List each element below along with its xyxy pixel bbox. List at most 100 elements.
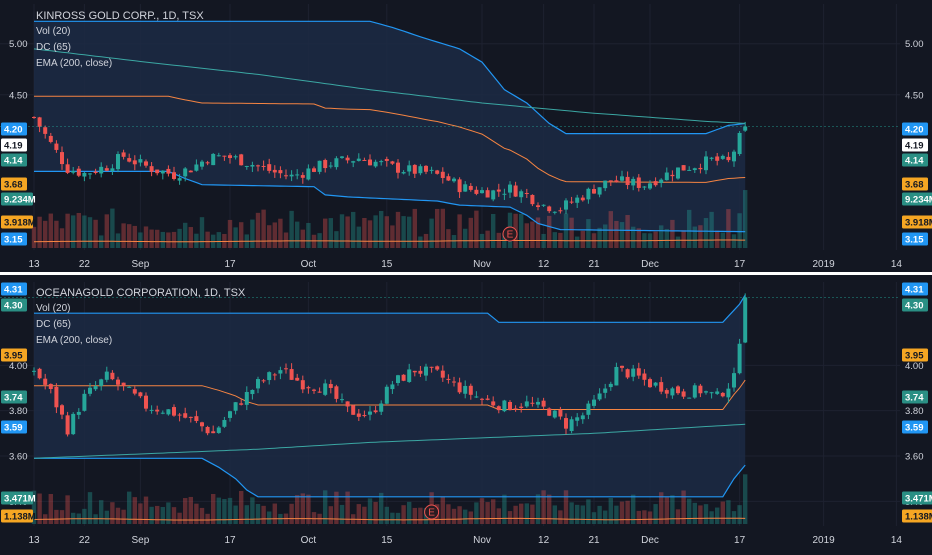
panel-separator[interactable] [0, 272, 932, 275]
top-volume-bar [418, 236, 423, 248]
bottom-volume-bar [530, 504, 535, 524]
top-candle-body [99, 166, 104, 174]
bottom-y-tick-left: 4.00 [9, 361, 28, 372]
top-volume-bar [390, 225, 395, 248]
bottom-legend-dc[interactable]: DC (65) [36, 319, 72, 330]
top-candle-body [228, 155, 232, 159]
top-volume-bar [339, 214, 345, 248]
top-candle-body [328, 165, 333, 167]
bottom-candle-body [435, 366, 440, 370]
bottom-volume-bar [199, 507, 205, 524]
top-earnings-marker[interactable]: E [502, 226, 518, 242]
top-candle-body [407, 165, 412, 172]
top-badge-text: 3.15 [905, 235, 924, 246]
top-candle-body [188, 170, 193, 173]
top-volume-bar [82, 215, 87, 248]
bottom-legend-vol[interactable]: Vol (20) [36, 303, 71, 314]
bottom-candle-body [172, 407, 176, 416]
bottom-candle-body [261, 380, 266, 382]
top-volume-bar [519, 213, 524, 248]
bottom-badge-text: 1.138M [905, 512, 932, 523]
bottom-volume-bar [451, 508, 457, 524]
top-candle-body [155, 169, 160, 174]
bottom-candle-body [289, 369, 294, 380]
top-volume-bar [687, 209, 692, 248]
bottom-volume-bar [155, 505, 160, 524]
bottom-badge-bg [1, 390, 27, 404]
bottom-candle-body [592, 399, 596, 406]
bottom-volume-bar [608, 498, 613, 524]
top-candle-body [547, 206, 552, 212]
top-volume-bar [43, 220, 48, 248]
bottom-badge-text: 3.74 [4, 393, 23, 404]
top-volume-bar [149, 229, 154, 248]
top-legend-vol[interactable]: Vol (20) [36, 26, 71, 37]
top-candle-body [48, 135, 53, 142]
top-candle-body [737, 132, 742, 155]
bottom-ema-line [33, 423, 746, 459]
bottom-candle-body [536, 401, 540, 405]
top-candle-body [65, 164, 70, 173]
bottom-volume-bar [323, 490, 328, 524]
top-y-tick-left: 4.50 [9, 90, 28, 101]
top-volume-bar [250, 219, 255, 248]
bottom-candle-body [440, 370, 445, 378]
bottom-volume-bar [463, 509, 468, 524]
top-volume-bar [177, 228, 182, 248]
top-candle-body [177, 178, 182, 181]
bottom-candle-body [597, 393, 602, 400]
bottom-volume-bar [367, 498, 373, 524]
bottom-donchian-fill [34, 295, 746, 497]
bottom-volume-bar [647, 511, 653, 524]
bottom-volume-bar [267, 511, 272, 524]
bottom-volume-bar [311, 512, 317, 524]
bottom-badge-bg [902, 282, 928, 296]
top-candle-body [457, 179, 462, 193]
top-volume-bar [659, 225, 664, 248]
bottom-volume-bar [479, 498, 485, 524]
bottom-panel[interactable]: E4.004.003.803.803.603.603.403.401322Sep… [0, 282, 932, 546]
bottom-volume-bar [82, 508, 87, 524]
top-y-tick-right: 4.50 [905, 90, 924, 101]
top-candle-body [267, 164, 272, 171]
top-legend-ema[interactable]: EMA (200, close) [36, 58, 113, 69]
top-panel[interactable]: E 5.00 5.00 4.50 4.50 13 22 Sep 17 Oct 15 Nov 12 21 De… [0, 4, 932, 270]
bottom-candle-body [183, 413, 188, 418]
bottom-volume-bar [692, 502, 697, 524]
bottom-x-tick-label: 14 [891, 535, 903, 546]
bottom-earnings-marker[interactable]: E [424, 504, 440, 520]
top-volume-bar [48, 213, 53, 248]
top-volume-bar [127, 224, 132, 248]
bottom-price-badge-right: 1.138M [902, 509, 932, 523]
bottom-x-tick-label: 22 [79, 535, 91, 546]
bottom-volume-bar [502, 494, 507, 524]
top-legend-dc[interactable]: DC (65) [36, 42, 72, 53]
bottom-volume-bar [121, 509, 126, 524]
top-candle-body [485, 190, 490, 198]
bottom-volume-bar [104, 510, 109, 524]
bottom-volume-bar [205, 513, 210, 524]
bottom-price-badge-left: 3.74 [1, 390, 27, 404]
top-price-badge-right: 4.19 [902, 138, 928, 152]
bottom-volume-bar [356, 504, 361, 524]
top-candle-body [648, 183, 652, 189]
bottom-earnings-circle [424, 504, 440, 520]
top-candle-body [160, 170, 165, 174]
bottom-candle-body [267, 372, 272, 381]
top-candle-body [250, 164, 255, 167]
bottom-badge-text: 3.74 [905, 393, 924, 404]
bottom-volume-bar [715, 507, 720, 524]
bottom-volume-bar [558, 510, 563, 524]
bottom-legend-ema[interactable]: EMA (200, close) [36, 335, 113, 346]
top-volume-bar [440, 208, 445, 248]
bottom-volume-bar [563, 490, 569, 524]
top-candle-body [653, 181, 658, 186]
top-badge-bg [1, 138, 27, 152]
bottom-candle-body [396, 375, 400, 384]
bottom-candle-body [93, 386, 98, 390]
top-candles [32, 116, 748, 215]
top-candle-body [401, 172, 406, 174]
top-volume-bar [681, 230, 686, 248]
